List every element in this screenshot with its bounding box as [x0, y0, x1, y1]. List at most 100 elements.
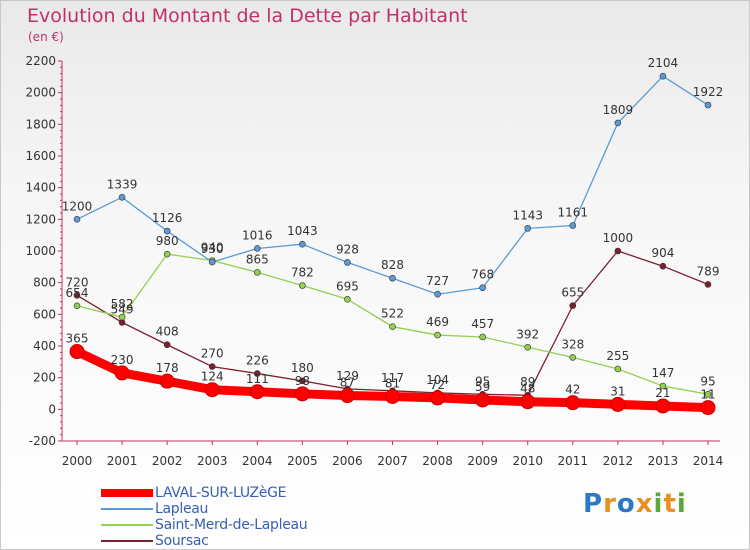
legend-swatch: [101, 508, 153, 510]
data-label: 1016: [242, 228, 273, 242]
data-point-1: [249, 384, 265, 400]
y-tick-label: 2000: [25, 86, 56, 100]
data-point-1: [610, 396, 626, 412]
logo-letter: x: [635, 489, 654, 519]
x-tick-label: 2013: [648, 454, 679, 468]
x-tick-label: 2003: [197, 454, 228, 468]
x-tick-label: 2009: [467, 454, 498, 468]
data-label: 1922: [693, 85, 724, 99]
data-point-3: [253, 269, 261, 276]
data-label: 457: [471, 317, 494, 331]
data-point-2: [344, 259, 351, 266]
data-point-3: [659, 382, 667, 390]
data-label: 654: [66, 286, 89, 300]
x-tick-label: 2011: [558, 454, 589, 468]
x-tick-label: 2002: [152, 454, 183, 468]
data-point-1: [430, 390, 446, 406]
legend-label: Saint-Merd-de-Lapleau: [155, 517, 308, 533]
data-point-2: [118, 194, 126, 201]
data-point-2: [569, 222, 577, 229]
data-label: 865: [246, 252, 269, 266]
data-point-1: [520, 394, 536, 410]
data-label: 95: [475, 374, 490, 388]
data-label: 72: [430, 378, 445, 392]
data-point-2: [253, 245, 261, 252]
data-point-2: [299, 240, 306, 248]
data-label: 42: [565, 383, 580, 397]
data-point-3: [73, 302, 81, 310]
data-point-2: [389, 274, 396, 282]
data-label: 365: [66, 332, 89, 346]
x-tick-label: 2007: [377, 454, 408, 468]
legend-label: Lapleau: [155, 501, 209, 517]
data-label: 226: [246, 354, 269, 368]
data-point-4: [253, 370, 261, 377]
x-tick-label: 2004: [242, 454, 273, 468]
data-label: 117: [381, 371, 404, 385]
data-point-1: [655, 398, 671, 414]
logo-letter: i: [653, 489, 664, 519]
data-point-4: [163, 341, 171, 349]
y-tick-label: 0: [48, 402, 56, 416]
data-point-2: [434, 290, 441, 298]
data-label: 180: [291, 361, 314, 375]
data-point-3: [299, 282, 306, 289]
data-label: 980: [156, 234, 179, 248]
data-label: 255: [606, 349, 629, 363]
x-tick-label: 2008: [422, 454, 453, 468]
data-label: 904: [651, 246, 674, 260]
data-point-1: [294, 386, 310, 402]
legend-label: LAVAL-SUR-LUZèGE: [155, 485, 287, 501]
data-point-1: [114, 365, 130, 381]
data-label: 655: [561, 286, 584, 300]
x-tick-label: 2000: [62, 454, 93, 468]
y-tick-label: 600: [33, 307, 56, 321]
x-tick-label: 2012: [603, 454, 634, 468]
data-point-1: [204, 382, 220, 398]
data-point-3: [524, 343, 532, 351]
data-label: 270: [201, 347, 224, 361]
data-point-1: [339, 388, 355, 404]
legend: LAVAL-SUR-LUZèGE Lapleau Saint-Merd-de-Lap…: [101, 485, 361, 549]
logo-letter: i: [676, 489, 687, 519]
data-label: 1200: [62, 199, 93, 213]
data-point-1: [159, 373, 175, 389]
x-tick-label: 2006: [332, 454, 363, 468]
data-point-4: [659, 262, 667, 270]
data-point-1: [385, 389, 400, 405]
data-label: 408: [156, 325, 179, 339]
data-label: 1143: [512, 208, 543, 222]
data-point-2: [73, 216, 81, 223]
data-label: 828: [381, 258, 404, 272]
data-label: 230: [111, 353, 134, 367]
data-point-3: [118, 313, 126, 321]
data-label: 549: [111, 302, 134, 316]
data-label: 48: [520, 382, 535, 396]
data-point-4: [614, 247, 622, 255]
y-tick-label: 800: [33, 276, 56, 290]
data-point-2: [163, 227, 171, 235]
data-point-1: [475, 392, 491, 408]
data-point-4: [704, 281, 712, 288]
data-label: 1809: [603, 103, 634, 117]
data-label: 582: [111, 297, 134, 311]
data-label: 940: [201, 241, 224, 255]
y-tick-label: 200: [33, 371, 56, 385]
data-point-3: [344, 295, 351, 303]
y-tick-label: 400: [33, 339, 56, 353]
data-label: 21: [655, 386, 670, 400]
data-point-3: [569, 354, 577, 361]
data-point-1: [69, 344, 85, 360]
y-tick-label: 1600: [25, 149, 56, 163]
data-point-2: [659, 72, 667, 80]
data-label: 789: [697, 264, 720, 278]
legend-item: Lapleau: [101, 501, 361, 517]
legend-swatch: [101, 524, 153, 526]
legend-item: LAVAL-SUR-LUZèGE: [101, 485, 361, 501]
data-point-2: [208, 258, 216, 266]
data-point-3: [479, 333, 486, 341]
proxiti-logo: Proxiti: [583, 489, 687, 519]
legend-swatch: [101, 540, 153, 542]
